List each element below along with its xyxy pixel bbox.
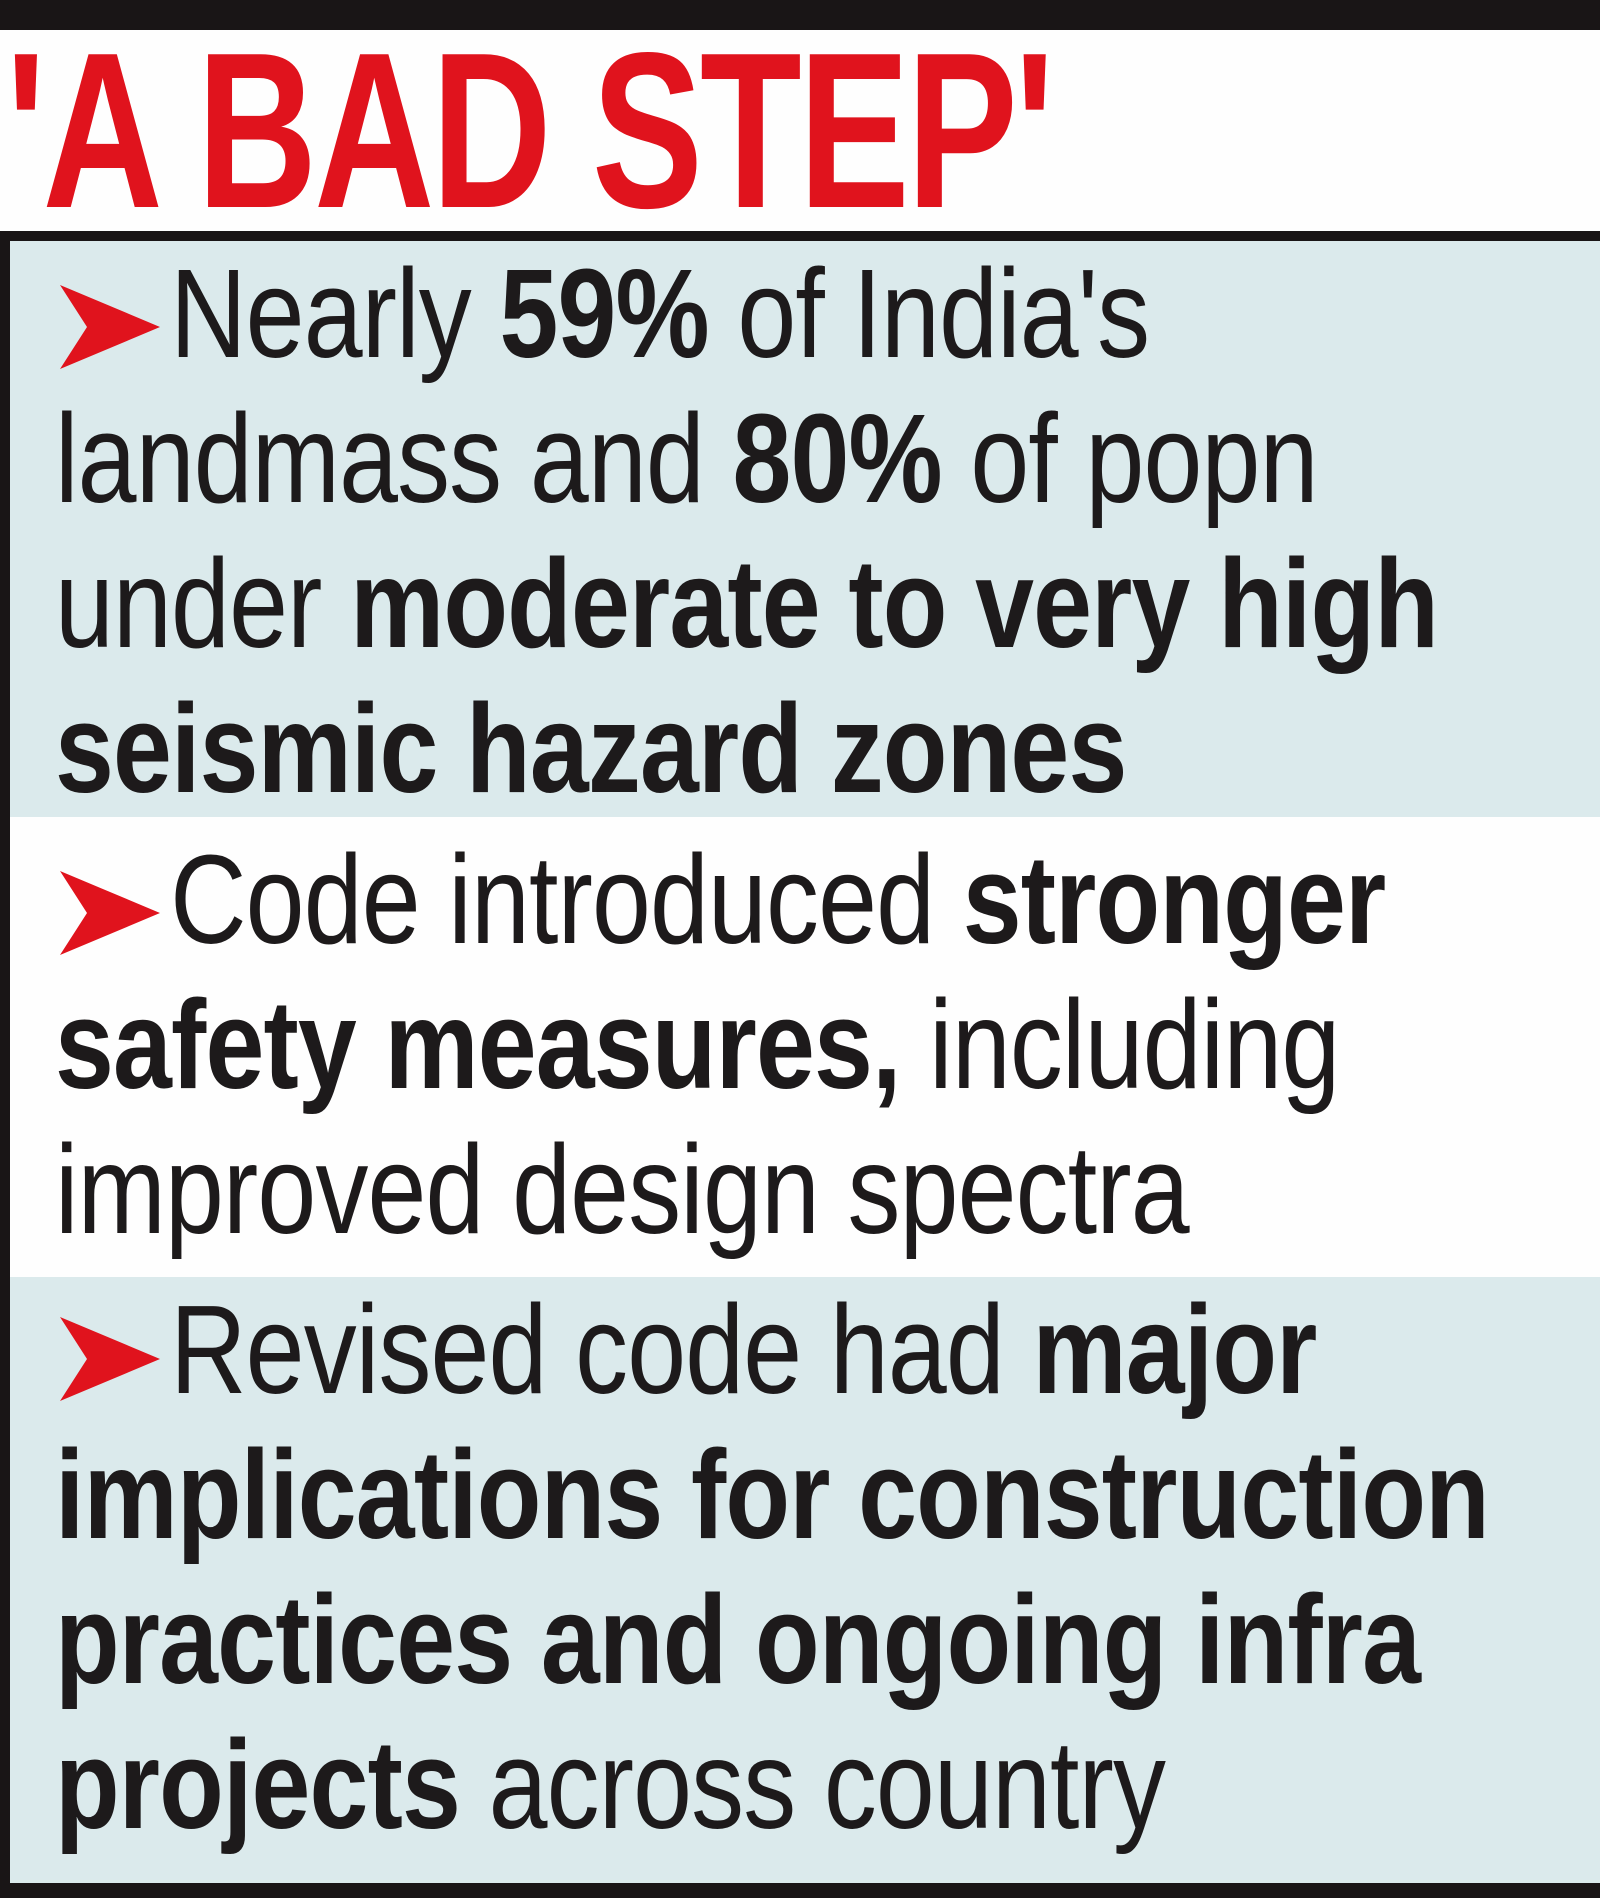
bullet-section-safety-measures: Code introduced stronger safety measures,… (10, 817, 1600, 1277)
top-black-bar (0, 0, 1600, 30)
bullet-text: Nearly 59% of India's landmass and 80% of… (55, 243, 1439, 817)
callout-box: Nearly 59% of India's landmass and 80% of… (0, 231, 1600, 1883)
bullet-section-code-implications: Revised code had major implications for c… (10, 1277, 1600, 1883)
page-title: 'A BAD STEP' (6, 30, 1054, 231)
bullet-text: Revised code had major implications for c… (55, 1279, 1490, 1855)
title-band: 'A BAD STEP' (0, 30, 1600, 231)
bullet-text: Code introduced stronger safety measures,… (55, 829, 1386, 1260)
bottom-black-bar (0, 1883, 1600, 1898)
bullet-section-seismic-extent: Nearly 59% of India's landmass and 80% of… (10, 241, 1600, 817)
